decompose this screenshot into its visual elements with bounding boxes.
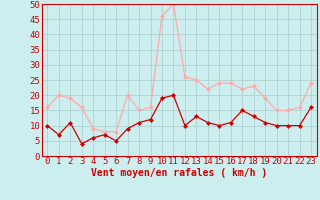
X-axis label: Vent moyen/en rafales ( km/h ): Vent moyen/en rafales ( km/h ) [91,168,267,178]
